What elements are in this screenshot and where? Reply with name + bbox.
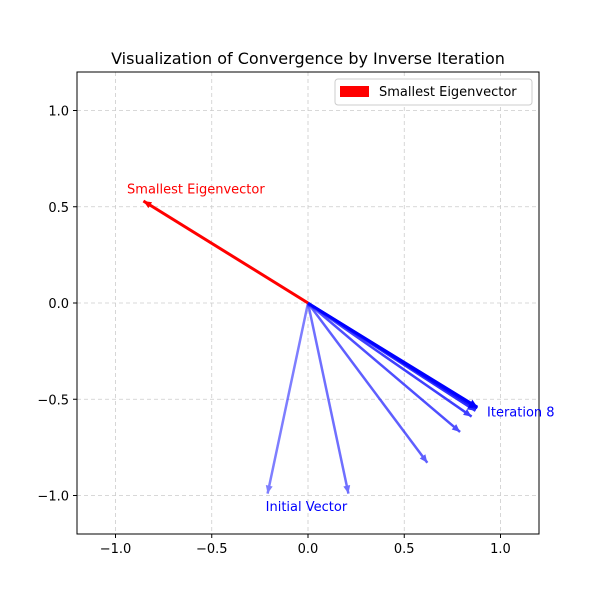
- iteration-vector-8-shaft: [307, 301, 479, 409]
- x-tick-label: −0.5: [196, 542, 228, 557]
- y-tick-label: 1.0: [48, 105, 69, 120]
- legend: Smallest Eigenvector: [334, 78, 533, 106]
- iteration-vector-3: [307, 302, 461, 433]
- iteration-vector-8: [307, 301, 479, 409]
- iteration-vector-8-head: [468, 399, 478, 407]
- eigenvector-arrow: [142, 199, 309, 305]
- iteration-vector-3-shaft: [307, 302, 461, 433]
- x-tick-label: 1.0: [490, 542, 511, 557]
- iteration-vector-3-head: [451, 424, 461, 432]
- last-iteration-label: Iteration 8: [487, 406, 555, 421]
- y-tick-label: −1.0: [37, 490, 69, 505]
- iteration-vector-1-head: [343, 485, 351, 494]
- iteration-vector-2-head: [419, 454, 428, 463]
- x-tick-label: 0.5: [394, 542, 415, 557]
- ticks: −1.0 −0.5 0.0 0.5 1.0 −1.0 −0.5 0.0 0.5 1.0: [37, 105, 510, 558]
- initial-vector-label: Initial Vector: [266, 500, 348, 515]
- iteration-vector-4-head: [463, 409, 472, 417]
- y-tick-label: −0.5: [37, 393, 69, 408]
- vectors: [142, 199, 479, 494]
- iteration-vector-2: [306, 302, 429, 464]
- x-tick-label: −1.0: [100, 542, 132, 557]
- y-tick-label: 0.5: [48, 201, 69, 216]
- legend-label: Smallest Eigenvector: [379, 85, 517, 100]
- legend-box: [334, 78, 533, 106]
- iteration-vector-0: [265, 302, 310, 494]
- chart-title: Visualization of Convergence by Inverse …: [111, 49, 505, 68]
- iteration-vector-0-shaft: [266, 302, 310, 494]
- eigenvector-label: Smallest Eigenvector: [127, 182, 265, 197]
- iteration-vector-2-shaft: [306, 302, 429, 464]
- iteration-vector-0-head: [265, 485, 273, 494]
- x-tick-label: 0.0: [298, 542, 319, 557]
- grid: [77, 72, 539, 534]
- legend-swatch: [340, 86, 369, 97]
- eigenvector-arrow-shaft: [142, 199, 309, 305]
- eigenvector-arrow-head: [143, 200, 153, 209]
- iteration-vector-1: [306, 302, 351, 494]
- iteration-vector-1-shaft: [306, 302, 350, 494]
- y-tick-label: 0.0: [48, 297, 69, 312]
